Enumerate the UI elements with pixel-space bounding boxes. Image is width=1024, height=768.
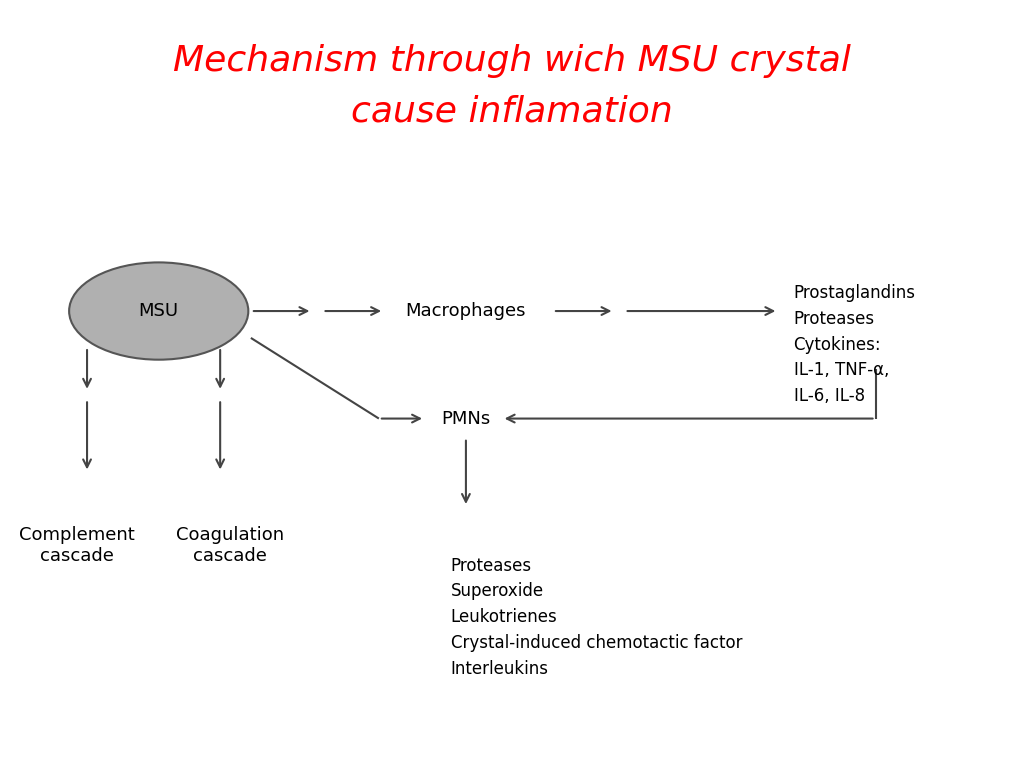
Text: MSU: MSU xyxy=(138,302,179,320)
Text: PMNs: PMNs xyxy=(441,409,490,428)
Text: Complement
cascade: Complement cascade xyxy=(18,526,135,565)
Text: Coagulation
cascade: Coagulation cascade xyxy=(176,526,285,565)
Ellipse shape xyxy=(70,263,248,359)
Text: Mechanism through wich MSU crystal: Mechanism through wich MSU crystal xyxy=(173,45,851,78)
Text: Proteases
Superoxide
Leukotrienes
Crystal-induced chemotactic factor
Interleukin: Proteases Superoxide Leukotrienes Crysta… xyxy=(451,557,742,677)
Text: Macrophages: Macrophages xyxy=(406,302,526,320)
Text: cause inflamation: cause inflamation xyxy=(351,94,673,128)
Text: Prostaglandins
Proteases
Cytokines:
IL-1, TNF-α,
IL-6, IL-8: Prostaglandins Proteases Cytokines: IL-1… xyxy=(794,284,915,405)
